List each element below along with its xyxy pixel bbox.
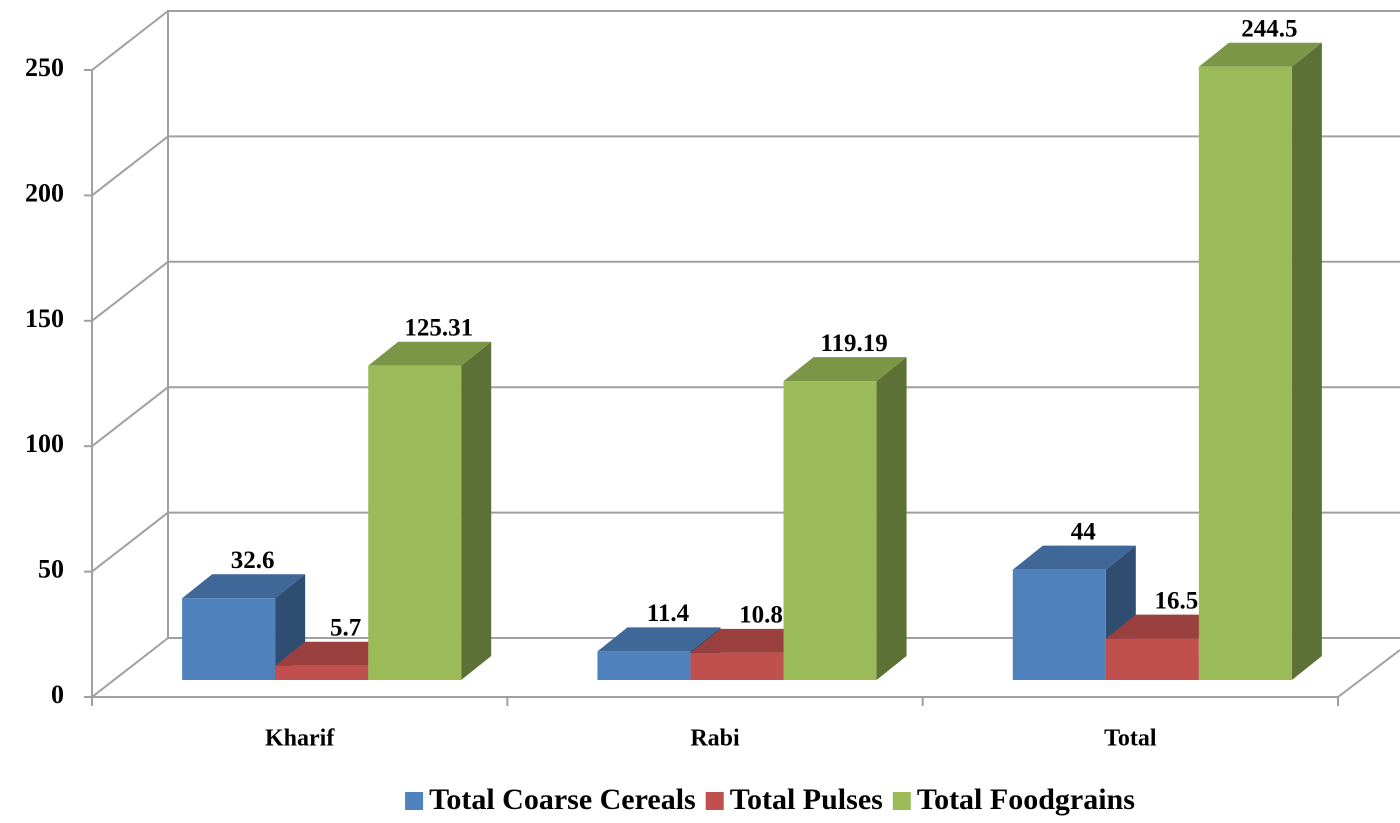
bar-top	[1012, 545, 1136, 570]
bar-front	[1198, 66, 1292, 680]
side-grid-line	[91, 386, 169, 447]
data-label: 10.8	[739, 602, 783, 629]
side-grid-line	[91, 135, 169, 197]
x-tick-label: Rabi	[690, 726, 740, 752]
bar-side	[461, 341, 492, 680]
bar	[182, 574, 306, 680]
bar-top	[783, 357, 907, 382]
bar-top	[690, 628, 814, 653]
bar-side	[876, 357, 907, 680]
legend-label: Total Pulses	[730, 783, 883, 816]
bar-front	[783, 381, 877, 680]
y-tick-label: 0	[51, 680, 64, 709]
bar-front	[690, 652, 784, 680]
legend-swatch	[892, 792, 911, 810]
y-tick-label: 250	[25, 53, 64, 82]
bar-top	[1105, 614, 1229, 639]
bar-top	[1198, 42, 1322, 67]
side-grid-line	[91, 261, 169, 322]
legend-label: Total Coarse Cereals	[429, 783, 696, 816]
data-label: 11.4	[647, 600, 690, 627]
data-label: 16.5	[1154, 587, 1198, 614]
y-tick-label: 100	[25, 429, 64, 458]
data-label: 44	[1071, 518, 1097, 545]
bar-front	[1012, 569, 1106, 680]
bar	[1105, 614, 1229, 680]
bar-top	[368, 341, 492, 366]
bar	[368, 341, 492, 680]
legend-swatch	[705, 792, 724, 810]
data-label: 5.7	[330, 614, 361, 641]
bar-front	[597, 651, 691, 680]
data-label: 32.6	[231, 547, 275, 574]
bar-front	[1105, 638, 1199, 680]
side-grid-line	[91, 511, 169, 573]
legend-swatch	[405, 792, 424, 810]
data-label: 244.5	[1241, 16, 1297, 43]
bar-front	[368, 365, 462, 680]
y-tick-label: 200	[25, 178, 64, 207]
data-label: 119.19	[820, 330, 887, 357]
x-tick-label: Kharif	[265, 726, 335, 752]
y-tick-label: 50	[38, 555, 64, 584]
bar	[1198, 42, 1322, 680]
side-grid-line	[91, 637, 169, 698]
bar-side	[1291, 42, 1322, 680]
side-grid-line	[91, 10, 169, 71]
bar-top	[597, 627, 721, 652]
legend-item: Total Coarse Cereals	[405, 783, 696, 816]
legend-item: Total Pulses	[705, 783, 883, 816]
legend-label: Total Foodgrains	[917, 783, 1135, 816]
bar-front	[275, 665, 369, 680]
legend-item: Total Foodgrains	[892, 783, 1135, 816]
bar-front	[182, 598, 276, 680]
y-tick-label: 150	[25, 304, 64, 333]
bar-top	[275, 641, 399, 666]
x-tick-label: Total	[1104, 726, 1157, 752]
data-label: 125.31	[404, 314, 473, 341]
bar-top	[182, 574, 306, 599]
floor-right-edge	[1337, 649, 1400, 698]
bar	[783, 357, 907, 680]
